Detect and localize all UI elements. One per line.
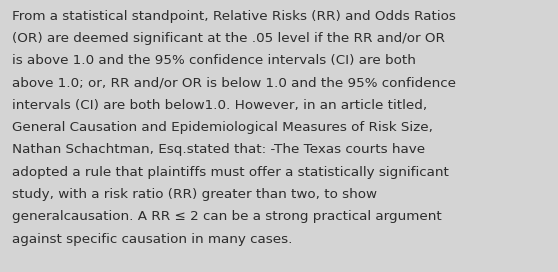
Text: adopted a rule that plaintiffs must offer a statistically significant: adopted a rule that plaintiffs must offe…	[12, 166, 449, 179]
Text: above 1.0; or, RR and/or OR is below 1.0 and the 95% confidence: above 1.0; or, RR and/or OR is below 1.0…	[12, 76, 456, 89]
Text: intervals (CI) are both below1.0. However, in an article titled,: intervals (CI) are both below1.0. Howeve…	[12, 99, 427, 112]
Text: generalcausation. A RR ≤ 2 can be a strong practical argument: generalcausation. A RR ≤ 2 can be a stro…	[12, 210, 442, 223]
Text: General Causation and Epidemiological Measures of Risk Size,: General Causation and Epidemiological Me…	[12, 121, 433, 134]
Text: From a statistical standpoint, Relative Risks (RR) and Odds Ratios: From a statistical standpoint, Relative …	[12, 10, 456, 23]
Text: (OR) are deemed significant at the .05 level if the RR and/or OR: (OR) are deemed significant at the .05 l…	[12, 32, 445, 45]
Text: against specific causation in many cases.: against specific causation in many cases…	[12, 233, 293, 246]
Text: Nathan Schachtman, Esq.stated that: -The Texas courts have: Nathan Schachtman, Esq.stated that: -The…	[12, 143, 425, 156]
Text: study, with a risk ratio (RR) greater than two, to show: study, with a risk ratio (RR) greater th…	[12, 188, 377, 201]
Text: is above 1.0 and the 95% confidence intervals (CI) are both: is above 1.0 and the 95% confidence inte…	[12, 54, 416, 67]
